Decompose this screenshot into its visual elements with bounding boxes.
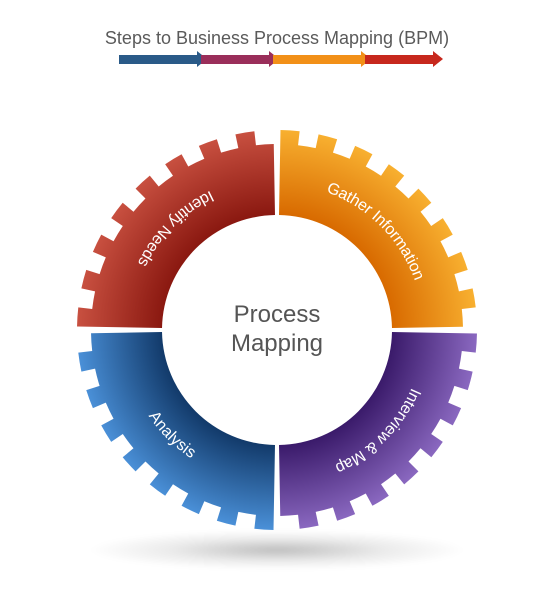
- arrow-segment: [201, 55, 271, 64]
- arrow-segment: [119, 55, 199, 64]
- arrow-segment: [273, 55, 363, 64]
- gear-chart: Identify NeedsGather InformationIntervie…: [67, 120, 487, 540]
- gear-chart-svg: Identify NeedsGather InformationIntervie…: [67, 120, 487, 540]
- page-title: Steps to Business Process Mapping (BPM): [0, 28, 554, 49]
- arrow-segment: [365, 55, 435, 64]
- arrow-legend: [119, 52, 435, 66]
